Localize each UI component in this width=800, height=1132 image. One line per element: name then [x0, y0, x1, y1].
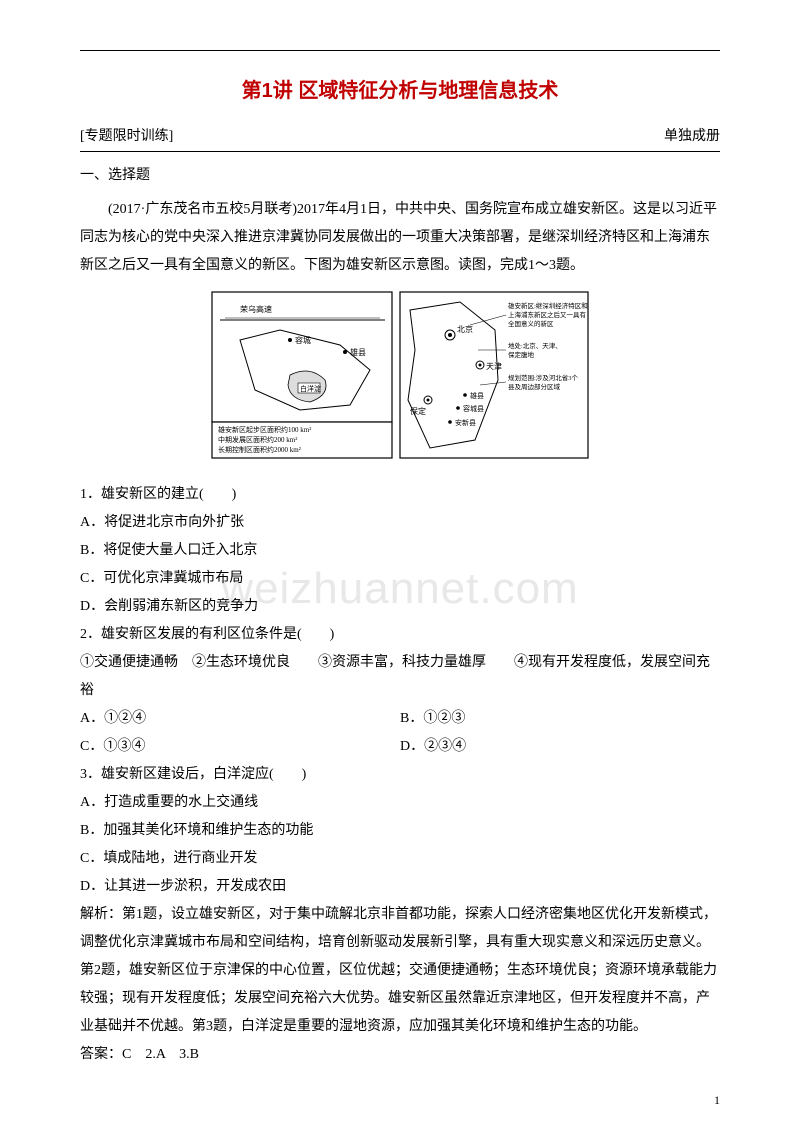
- q2-d: D．②③④: [400, 733, 720, 761]
- q1-d: D．会削弱浦东新区的竞争力: [80, 593, 720, 621]
- passage-intro: (2017·广东茂名市五校5月联考)2017年4月1日，中共中央、国务院宣布成立…: [80, 196, 720, 280]
- fig-rongcheng2: 容城县: [463, 404, 484, 413]
- q3-a: A．打造成重要的水上交通线: [80, 789, 720, 817]
- q2-items: ①交通便捷通畅 ②生态环境优良 ③资源丰富，科技力量雄厚 ④现有开发程度低，发展…: [80, 649, 720, 705]
- q3-c: C．填成陆地，进行商业开发: [80, 845, 720, 873]
- fig-right-addr1: 地处:北京、天津、: [508, 341, 562, 350]
- map-figure: 荣乌高速 容城 雄县 白洋淀 雄安新区起步区面积约100 km² 中期发展区面积…: [80, 290, 720, 471]
- fig-right-title3: 全国意义的新区: [508, 319, 554, 328]
- fig-right-scope1: 规划范围:涉及河北省3个: [508, 373, 579, 382]
- q1-stem: 1．雄安新区的建立( ): [80, 481, 720, 509]
- q2-b: B．①②③: [400, 705, 720, 733]
- subheader-right: 单独成册: [664, 123, 720, 151]
- q1-a: A．将促进北京市向外扩张: [80, 509, 720, 537]
- fig-area1: 雄安新区起步区面积约100 km²: [218, 425, 311, 434]
- fig-right-addr2: 保定腹地: [508, 350, 535, 359]
- fig-xiongxian-label: 雄县: [350, 347, 366, 357]
- page-number: 1: [714, 1088, 720, 1112]
- q3-b: B．加强其美化环境和维护生态的功能: [80, 817, 720, 845]
- top-rule: [80, 50, 720, 51]
- fig-xiongxian2: 雄县: [470, 391, 484, 400]
- fig-baiyangdian-label: 白洋淀: [300, 384, 321, 393]
- fig-area2: 中期发展区面积约200 km²: [218, 435, 297, 444]
- q2-c: C．①③④: [80, 733, 400, 761]
- q1-b: B．将促使大量人口迁入北京: [80, 537, 720, 565]
- fig-rongcheng-label: 容城: [295, 335, 311, 345]
- q2-stem: 2．雄安新区发展的有利区位条件是( ): [80, 621, 720, 649]
- fig-baoding-label: 保定: [410, 406, 426, 416]
- fig-right-title1: 雄安新区:继深圳经济特区和: [508, 301, 588, 310]
- page-content: 第1讲 区域特征分析与地理信息技术 [专题限时训练] 单独成册 一、选择题 (2…: [80, 50, 720, 1069]
- fig-beijing-label: 北京: [457, 324, 473, 334]
- q3-d: D．让其进一步淤积，开发成农田: [80, 873, 720, 901]
- fig-tianjin-label: 天津: [486, 361, 502, 371]
- fig-right-title2: 上海浦东新区之后又一具有: [508, 310, 587, 319]
- q2-row1: A．①②④ B．①②③: [80, 705, 720, 733]
- q2-row2: C．①③④ D．②③④: [80, 733, 720, 761]
- subheader: [专题限时训练] 单独成册: [80, 123, 720, 152]
- subheader-left: [专题限时训练]: [80, 123, 173, 151]
- fig-area3: 长期控制区面积约2000 km²: [218, 445, 301, 454]
- answers-text: 答案：C 2.A 3.B: [80, 1041, 720, 1069]
- section-heading: 一、选择题: [80, 162, 720, 190]
- fig-anxin: 安新县: [455, 418, 476, 427]
- analysis-text: 解析：第1题，设立雄安新区，对于集中疏解北京非首都功能，探索人口经济密集地区优化…: [80, 901, 720, 1041]
- q2-a: A．①②④: [80, 705, 400, 733]
- q1-c: C．可优化京津冀城市布局: [80, 565, 720, 593]
- lesson-title: 第1讲 区域特征分析与地理信息技术: [80, 71, 720, 111]
- q3-stem: 3．雄安新区建设后，白洋淀应( ): [80, 761, 720, 789]
- fig-right-scope2: 县及周边部分区域: [508, 382, 561, 391]
- fig-highway-label: 荣乌高速: [240, 304, 272, 314]
